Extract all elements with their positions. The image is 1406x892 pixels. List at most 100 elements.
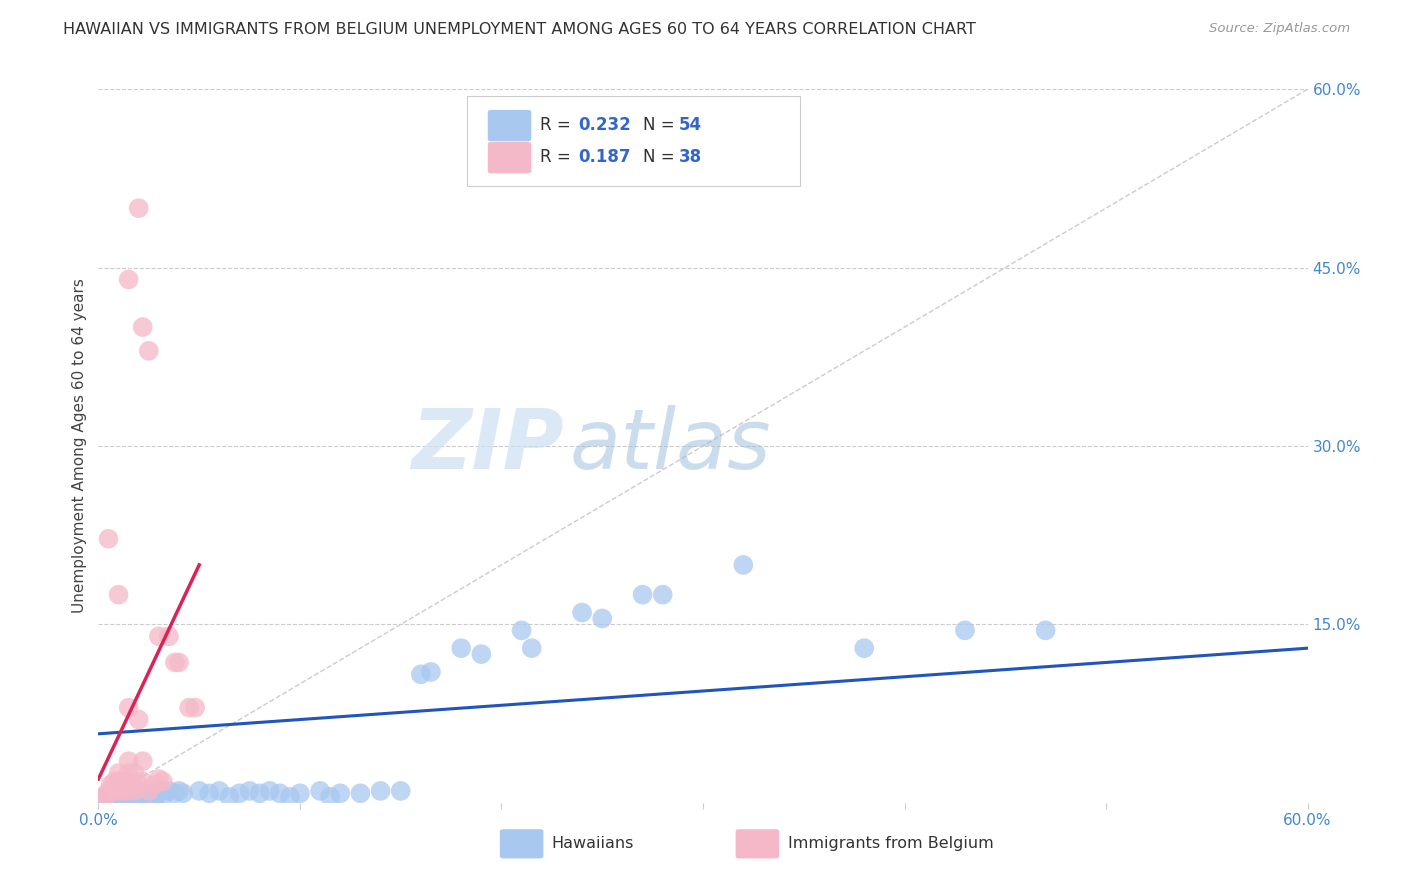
Point	[118, 784, 141, 798]
FancyBboxPatch shape	[735, 830, 779, 858]
Point	[97, 532, 120, 546]
Point	[167, 784, 190, 798]
Point	[97, 784, 120, 798]
Point	[107, 774, 129, 789]
FancyBboxPatch shape	[488, 142, 531, 173]
Point	[148, 784, 170, 798]
Point	[143, 789, 166, 804]
Point	[120, 774, 142, 789]
Point	[309, 784, 332, 798]
Point	[107, 766, 129, 780]
Point	[651, 588, 673, 602]
Point	[128, 778, 150, 792]
Point	[118, 766, 141, 780]
Point	[132, 786, 155, 800]
Text: N =: N =	[643, 148, 679, 166]
Text: 0.187: 0.187	[578, 148, 631, 166]
Point	[198, 786, 221, 800]
Point	[138, 343, 160, 358]
Point	[107, 784, 129, 798]
Point	[157, 629, 180, 643]
Text: N =: N =	[643, 116, 679, 134]
Point	[93, 789, 115, 804]
Point	[163, 786, 186, 800]
Point	[118, 272, 141, 286]
Point	[124, 784, 146, 798]
Point	[349, 786, 371, 800]
Text: R =: R =	[540, 116, 576, 134]
Point	[132, 774, 155, 789]
Point	[100, 778, 122, 792]
Point	[103, 784, 125, 798]
Point	[148, 786, 170, 800]
Point	[571, 606, 593, 620]
Point	[510, 624, 533, 638]
Point	[111, 784, 134, 798]
Point	[157, 784, 180, 798]
Point	[208, 784, 231, 798]
Point	[167, 656, 190, 670]
Point	[409, 667, 432, 681]
Point	[143, 778, 166, 792]
Point	[148, 629, 170, 643]
Point	[228, 786, 250, 800]
Text: 38: 38	[679, 148, 702, 166]
FancyBboxPatch shape	[467, 96, 800, 186]
Point	[138, 789, 160, 804]
Point	[124, 766, 146, 780]
Point	[107, 789, 129, 804]
Point	[91, 789, 114, 804]
Text: atlas: atlas	[569, 406, 772, 486]
Point	[132, 320, 155, 334]
Point	[470, 647, 492, 661]
Text: R =: R =	[540, 148, 576, 166]
Point	[631, 588, 654, 602]
Point	[1035, 624, 1057, 638]
Point	[179, 700, 201, 714]
Point	[128, 789, 150, 804]
Point	[591, 611, 613, 625]
Point	[420, 665, 443, 679]
Point	[249, 786, 271, 800]
Point	[111, 786, 134, 800]
Point	[733, 558, 755, 572]
Point	[118, 754, 141, 768]
Point	[288, 786, 311, 800]
Point	[163, 656, 186, 670]
Point	[115, 784, 138, 798]
Point	[319, 789, 342, 804]
Point	[520, 641, 543, 656]
Point	[953, 624, 976, 638]
Point	[148, 772, 170, 786]
Y-axis label: Unemployment Among Ages 60 to 64 years: Unemployment Among Ages 60 to 64 years	[72, 278, 87, 614]
Text: ZIP: ZIP	[412, 406, 564, 486]
Text: 0.232: 0.232	[578, 116, 631, 134]
Point	[172, 786, 194, 800]
Text: Source: ZipAtlas.com: Source: ZipAtlas.com	[1209, 22, 1350, 36]
FancyBboxPatch shape	[488, 110, 531, 141]
Point	[111, 774, 134, 789]
Point	[218, 789, 240, 804]
Point	[118, 789, 141, 804]
Point	[107, 588, 129, 602]
Point	[138, 784, 160, 798]
Point	[132, 754, 155, 768]
Text: Hawaiians: Hawaiians	[551, 836, 634, 851]
Text: HAWAIIAN VS IMMIGRANTS FROM BELGIUM UNEMPLOYMENT AMONG AGES 60 TO 64 YEARS CORRE: HAWAIIAN VS IMMIGRANTS FROM BELGIUM UNEM…	[63, 22, 976, 37]
Point	[128, 201, 150, 215]
FancyBboxPatch shape	[501, 830, 543, 858]
Point	[124, 786, 146, 800]
Point	[128, 784, 150, 798]
Point	[138, 784, 160, 798]
Point	[152, 789, 174, 804]
Point	[103, 774, 125, 789]
Point	[188, 784, 211, 798]
Point	[118, 700, 141, 714]
Point	[853, 641, 876, 656]
Point	[96, 789, 118, 804]
Point	[239, 784, 262, 798]
Point	[370, 784, 392, 798]
Text: Immigrants from Belgium: Immigrants from Belgium	[787, 836, 994, 851]
Point	[389, 784, 412, 798]
Point	[184, 700, 207, 714]
